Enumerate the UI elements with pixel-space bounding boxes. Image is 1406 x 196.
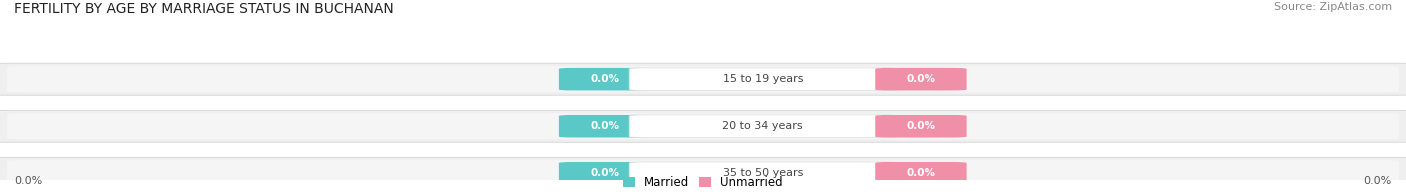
FancyBboxPatch shape [560, 162, 650, 185]
Text: 0.0%: 0.0% [907, 121, 935, 131]
FancyBboxPatch shape [875, 68, 967, 91]
FancyBboxPatch shape [630, 68, 897, 91]
FancyBboxPatch shape [630, 115, 897, 138]
Text: 0.0%: 0.0% [591, 168, 619, 178]
Text: 15 to 19 years: 15 to 19 years [723, 74, 803, 84]
Text: 0.0%: 0.0% [1364, 176, 1392, 186]
FancyBboxPatch shape [7, 160, 1399, 186]
FancyBboxPatch shape [7, 66, 1399, 92]
FancyBboxPatch shape [0, 157, 1406, 189]
Text: 0.0%: 0.0% [591, 121, 619, 131]
FancyBboxPatch shape [630, 162, 897, 185]
FancyBboxPatch shape [875, 115, 967, 138]
Text: Source: ZipAtlas.com: Source: ZipAtlas.com [1274, 2, 1392, 12]
FancyBboxPatch shape [0, 110, 1406, 142]
FancyBboxPatch shape [560, 68, 650, 91]
Text: 20 to 34 years: 20 to 34 years [723, 121, 803, 131]
Text: 0.0%: 0.0% [591, 74, 619, 84]
Text: FERTILITY BY AGE BY MARRIAGE STATUS IN BUCHANAN: FERTILITY BY AGE BY MARRIAGE STATUS IN B… [14, 2, 394, 16]
FancyBboxPatch shape [0, 63, 1406, 95]
Text: 0.0%: 0.0% [14, 176, 42, 186]
FancyBboxPatch shape [560, 115, 650, 138]
Text: 0.0%: 0.0% [907, 168, 935, 178]
Text: 35 to 50 years: 35 to 50 years [723, 168, 803, 178]
Text: 0.0%: 0.0% [907, 74, 935, 84]
FancyBboxPatch shape [7, 113, 1399, 139]
Legend: Married, Unmarried: Married, Unmarried [623, 176, 783, 189]
FancyBboxPatch shape [875, 162, 967, 185]
